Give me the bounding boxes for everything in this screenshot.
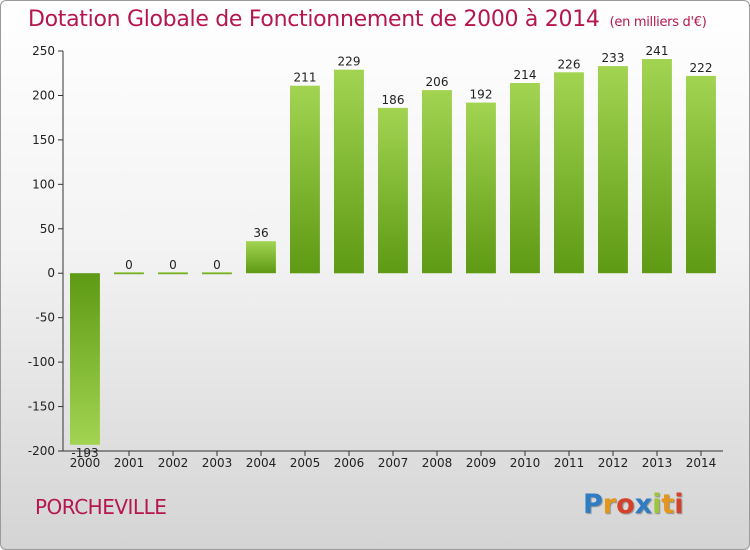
title-text: Dotation Globale de Fonctionnement de 20… (28, 7, 600, 32)
unit-note: (en milliers d'€) (609, 15, 707, 30)
y-tick-label: -100 (28, 355, 55, 369)
data-label-2014: 222 (690, 61, 713, 75)
logo-letter: r (602, 489, 617, 520)
bar-2006 (334, 69, 364, 274)
y-tick-label: 150 (32, 133, 55, 147)
data-labels: -193 0 0 0 36 211 229 186 206 192 214 226 233 241 222 (71, 44, 712, 460)
x-tick-label: 2004 (246, 456, 277, 470)
municipality-name: PORCHEVILLE (35, 495, 167, 519)
y-tick-label: -150 (28, 400, 55, 414)
y-tick-label: 50 (40, 222, 55, 236)
data-label-2009: 192 (470, 88, 493, 102)
axes: -200 -150 -100 -50 0 50 100 150 200 250 2000 2001 20… (28, 44, 723, 470)
x-tick-label: 2002 (158, 456, 189, 470)
logo-letter: t (661, 489, 675, 520)
logo-letter: i (652, 489, 662, 520)
y-tick-label: 200 (32, 88, 55, 102)
data-label-2000: -193 (71, 446, 98, 460)
x-tick-label: 2000 (70, 456, 101, 470)
x-tick-label: 2013 (642, 456, 673, 470)
proxiti-logo: Proxiti (583, 489, 684, 520)
bar-2005 (290, 85, 320, 274)
bar-2001 (114, 272, 144, 275)
bar-2011 (554, 72, 584, 274)
x-tick-label: 2011 (554, 456, 585, 470)
bar-2003 (202, 272, 232, 275)
y-tick-label: 100 (32, 177, 55, 191)
x-tick-label: 2010 (510, 456, 541, 470)
y-tick-label: -200 (28, 444, 55, 458)
logo-letter: i (674, 489, 684, 520)
y-tick-label: -50 (35, 311, 55, 325)
data-label-2012: 233 (602, 51, 625, 65)
bar-2008 (422, 90, 452, 274)
bar-2013 (642, 59, 672, 274)
logo-letter: x (634, 489, 653, 520)
data-label-2008: 206 (426, 75, 449, 89)
x-tick-label: 2008 (422, 456, 453, 470)
bar-2007 (378, 107, 408, 274)
bar-2010 (510, 83, 540, 274)
data-label-2013: 241 (646, 44, 669, 58)
data-label-2005: 211 (294, 71, 317, 85)
data-label-2006: 229 (338, 55, 361, 69)
data-label-2007: 186 (382, 93, 405, 107)
data-label-2010: 214 (514, 68, 537, 82)
bar-2012 (598, 66, 628, 274)
data-label-2001: 0 (125, 258, 133, 272)
y-tick-label: 250 (32, 44, 55, 58)
logo-letter: o (616, 489, 635, 520)
bar-2000 (70, 273, 100, 445)
bar-2014 (686, 75, 716, 274)
x-tick-label: 2003 (202, 456, 233, 470)
x-tick-label: 2009 (466, 456, 497, 470)
data-label-2011: 226 (558, 57, 581, 71)
bars (70, 59, 716, 445)
x-tick-label: 2007 (378, 456, 409, 470)
bar-2009 (466, 102, 496, 274)
x-tick-label: 2006 (334, 456, 365, 470)
logo-letter: P (583, 489, 603, 520)
bar-2004 (246, 241, 276, 274)
x-tick-label: 2001 (114, 456, 145, 470)
data-label-2002: 0 (169, 258, 177, 272)
y-tick-label: 0 (47, 266, 55, 280)
x-tick-label: 2005 (290, 456, 321, 470)
x-tick-label: 2012 (598, 456, 629, 470)
data-label-2003: 0 (213, 258, 221, 272)
x-tick-label: 2014 (686, 456, 717, 470)
data-label-2004: 36 (253, 226, 268, 240)
bar-2002 (158, 272, 188, 275)
chart-title: Dotation Globale de Fonctionnement de 20… (28, 7, 707, 32)
